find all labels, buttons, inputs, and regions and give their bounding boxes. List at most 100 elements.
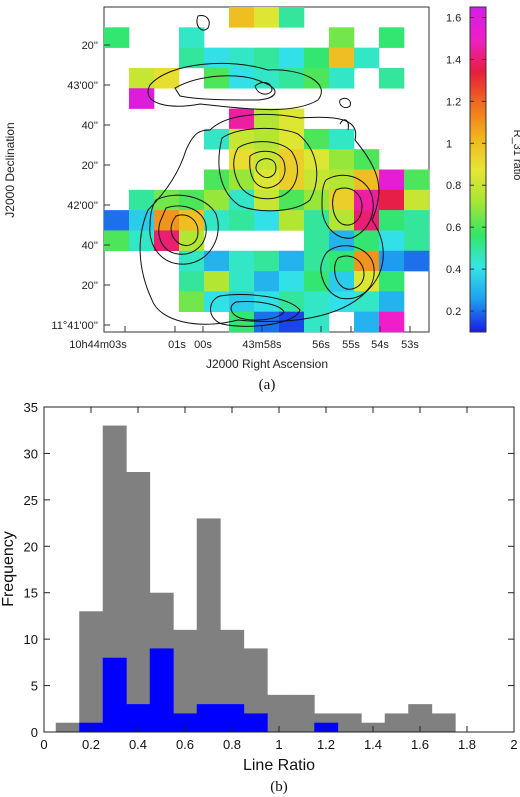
ratio-cell — [379, 291, 405, 312]
map-y-tick-label: 20'' — [82, 40, 98, 52]
colorbar-tick-label: 1 — [446, 138, 452, 150]
ratio-cell — [354, 271, 380, 292]
ratio-cell — [354, 250, 380, 272]
map-y-tick-label: 20'' — [82, 160, 98, 172]
ratio-cell — [204, 189, 230, 211]
map-y-tick-labels: 20'' 43'00'' 40'' 20'' 42'00'' 40'' 20''… — [51, 40, 98, 332]
histogram-y-tick-label: 30 — [24, 446, 38, 461]
ratio-cell — [329, 67, 355, 89]
histogram-x-tick-label: 0.4 — [129, 737, 147, 752]
ratio-cell — [404, 189, 430, 211]
ratio-cell — [404, 210, 430, 231]
ratio-cell — [229, 149, 255, 170]
ratio-cell — [329, 291, 355, 312]
ratio-cell — [304, 210, 330, 231]
ratio-cell — [379, 210, 405, 231]
ratio-cell — [229, 47, 255, 69]
ratio-cell — [379, 311, 405, 333]
ratio-cell — [354, 291, 380, 312]
histogram-y-tick-label: 20 — [24, 539, 38, 554]
ratio-cell — [229, 250, 255, 272]
map-y-axis-title: J2000 Declination — [3, 122, 17, 217]
ratio-cell — [229, 7, 255, 28]
ratio-cell — [354, 210, 380, 231]
ratio-cell — [279, 189, 305, 211]
histogram-x-tick-label: 0.6 — [176, 737, 194, 752]
ratio-cell — [254, 67, 280, 89]
ratio-cell — [254, 7, 280, 28]
ratio-cell — [254, 189, 280, 211]
ratio-cell — [279, 311, 305, 333]
ratio-cell — [279, 271, 305, 292]
ratio-cell — [254, 210, 280, 231]
histogram-bar — [126, 472, 151, 732]
ratio-cell — [229, 108, 255, 130]
ratio-cell — [254, 128, 280, 150]
map-x-tick-label: 01s — [168, 339, 186, 351]
histogram-bar — [267, 694, 292, 732]
ratio-cell — [304, 149, 330, 170]
histogram-bar — [173, 713, 198, 732]
map-y-tick-label: 40'' — [82, 240, 98, 252]
histogram-bar — [102, 425, 127, 732]
ratio-cell — [304, 291, 330, 312]
ratio-cell — [204, 169, 230, 191]
co-contours — [139, 15, 384, 327]
ratio-cell — [354, 169, 380, 191]
map-y-tick-label: 40'' — [82, 120, 98, 132]
colorbar-tick-label: 0.6 — [446, 222, 461, 234]
ratio-cell — [304, 67, 330, 89]
histogram-x-tick-label: 0.2 — [82, 737, 100, 752]
histogram-y-tick-label: 5 — [31, 679, 38, 694]
ratio-cell — [204, 271, 230, 292]
histogram-x-tick-label: 2 — [510, 737, 517, 752]
ratio-cell — [329, 47, 355, 69]
ratio-cell — [279, 47, 305, 69]
ratio-cell — [379, 230, 405, 252]
ratio-cell — [204, 291, 230, 312]
ratio-cell — [354, 47, 380, 69]
ratio-cell — [229, 128, 255, 150]
ratio-cell — [104, 210, 130, 231]
ratio-cell — [304, 250, 330, 272]
panel-b-label: (b) — [270, 779, 288, 795]
map-ticks — [104, 44, 411, 332]
histogram-y-tick-label: 10 — [24, 632, 38, 647]
histogram-x-axis-title: Line Ratio — [243, 757, 315, 774]
contour-map-panel: 20'' 43'00'' 40'' 20'' 42'00'' 40'' 20''… — [3, 6, 520, 393]
ratio-cell — [104, 230, 130, 252]
histogram-bar — [243, 713, 268, 732]
ratio-cell — [129, 230, 155, 252]
ratio-cell — [279, 250, 305, 272]
histogram-x-tick-label: 0 — [40, 737, 47, 752]
colorbar-tick-label: 0.8 — [446, 180, 461, 192]
ratio-cell — [379, 67, 405, 89]
ratio-cell — [379, 189, 405, 211]
ratio-cell — [179, 47, 205, 69]
histogram-x-tick-label: 1.6 — [411, 737, 429, 752]
ratio-cell — [279, 108, 305, 130]
ratio-cell — [379, 27, 405, 48]
map-x-axis-title: J2000 Right Ascension — [206, 357, 328, 371]
histogram-bar — [243, 648, 268, 732]
colorbar-ticks: 0.2 0.4 0.6 0.8 1 1.2 1.4 1.6 — [446, 12, 486, 318]
colorbar-tick-label: 1.6 — [446, 12, 461, 24]
ratio-cell — [254, 250, 280, 272]
ratio-cell — [204, 67, 230, 89]
histogram-y-tick-label: 15 — [24, 586, 38, 601]
map-x-tick-label: 00s — [194, 339, 212, 351]
histogram-bar — [290, 694, 315, 732]
ratio-cell — [229, 67, 255, 89]
ratio-cell — [154, 67, 180, 89]
ratio-cell — [329, 210, 355, 231]
ratio-cell — [204, 128, 230, 150]
map-y-tick-label: 11°41'00'' — [51, 320, 98, 332]
ratio-cell — [104, 27, 130, 48]
panel-a-label: (a) — [259, 377, 276, 393]
ratio-cell — [354, 189, 380, 211]
map-x-tick-label: 54s — [371, 339, 389, 351]
ratio-cell — [404, 169, 430, 191]
ratio-cell — [279, 169, 305, 191]
ratio-cell — [329, 189, 355, 211]
histogram-bars — [55, 425, 456, 732]
